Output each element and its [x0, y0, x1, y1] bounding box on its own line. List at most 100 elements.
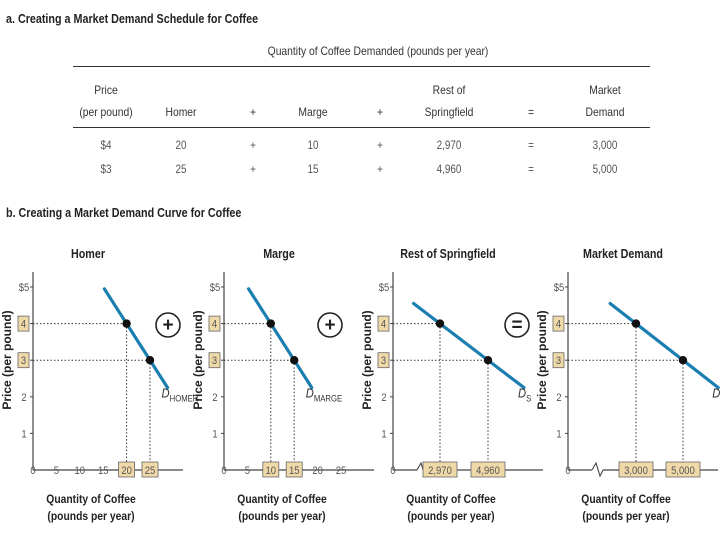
x-axis-label: Quantity of Coffee [46, 493, 135, 506]
row-price: $3 [100, 164, 112, 176]
x-tick-label: 2,970 [428, 465, 452, 477]
x-tick-highlight [618, 461, 654, 478]
header-rest-of: Rest of [432, 83, 466, 97]
curve-label: DMARGE [306, 386, 343, 404]
chart-panel: Market Demand Price (per pound) $5 4 3 2 1 0 3,0… [535, 247, 720, 523]
x-axis-label-units: (pounds per year) [47, 510, 134, 523]
row-marge: 10 [307, 140, 319, 152]
y-tick-highlight [377, 352, 390, 369]
header-per-pound: (per pound) [79, 105, 133, 119]
chart-title: Homer [71, 247, 105, 261]
operator-symbol: + [324, 315, 335, 336]
y-tick-label: 3 [212, 356, 218, 368]
demand-point [435, 319, 445, 328]
demand-point [290, 356, 299, 365]
curve-label-d: D [712, 386, 720, 401]
header-plus-1: + [249, 105, 257, 119]
operator-circle [504, 312, 530, 338]
chart-title: Market Demand [583, 247, 663, 261]
x-tick-label: 10 [75, 465, 86, 477]
header-market: Market [589, 83, 621, 97]
chart-title: Rest of Springfield [400, 247, 495, 261]
curve-label-d: D [162, 386, 170, 401]
y-axis-label: Price (per pound) [535, 310, 549, 409]
row-rest: 2,970 [436, 140, 462, 152]
operator-circle [155, 312, 181, 338]
row-market: 5,000 [592, 164, 618, 176]
x-tick-label: 15 [98, 465, 109, 477]
y-axis-label: Price (per pound) [360, 310, 374, 409]
table-caption: Quantity of Coffee Demanded (pounds per … [267, 44, 489, 58]
table-top-rule [73, 66, 650, 67]
header-springfield: Springfield [424, 105, 474, 119]
chart-title: Marge [263, 247, 295, 261]
table-header-rule [73, 127, 650, 128]
y-tick-label: 2 [21, 392, 27, 404]
y-tick-label: 1 [381, 429, 387, 441]
y-tick-highlight [552, 352, 565, 369]
y-tick-label: 2 [556, 392, 562, 404]
y-tick-label: $5 [19, 282, 30, 294]
y-tick-label: 3 [556, 356, 562, 368]
header-price: Price [94, 83, 118, 97]
y-tick-highlight [552, 315, 565, 332]
x-tick-label: 0 [565, 465, 571, 477]
demand-curve [412, 301, 526, 390]
y-tick-label: $5 [210, 282, 221, 294]
y-tick-label: 3 [21, 356, 27, 368]
x-tick-label: 10 [266, 465, 277, 477]
plus-operator: + [155, 312, 181, 338]
row-plus-1: + [250, 164, 256, 176]
curve-label: DM [712, 386, 720, 404]
y-tick-highlight [377, 315, 390, 332]
y-axis-label: Price (per pound) [191, 310, 205, 409]
curve-label-subscript: HOMER [170, 393, 199, 404]
x-axis-label: Quantity of Coffee [581, 493, 670, 506]
operator-symbol: = [511, 315, 522, 336]
x-axis-label-units: (pounds per year) [407, 510, 494, 523]
row-equals: = [528, 140, 534, 152]
plus-operator: + [317, 312, 343, 338]
operator-symbol: + [162, 315, 173, 336]
x-tick-label: 3,000 [624, 465, 648, 477]
y-tick-label: 1 [21, 429, 27, 441]
demand-curve [102, 287, 170, 390]
row-price: $4 [100, 140, 112, 152]
curve-label: DHOMER [162, 386, 199, 404]
row-plus-2: + [377, 164, 383, 176]
x-axis-label: Quantity of Coffee [406, 493, 495, 506]
y-axis-label: Price (per pound) [0, 310, 14, 409]
row-plus-1: + [250, 140, 256, 152]
demand-curve [608, 301, 720, 390]
x-tick-label: 0 [221, 465, 227, 477]
equals-operator: = [504, 312, 530, 338]
curve-label: DS [518, 386, 532, 404]
x-tick-label: 0 [390, 465, 396, 477]
x-axis-label-units: (pounds per year) [238, 510, 325, 523]
x-axis-label-units: (pounds per year) [582, 510, 669, 523]
header-demand: Demand [585, 105, 625, 119]
y-tick-label: 4 [556, 319, 562, 331]
y-tick-label: 1 [212, 429, 218, 441]
x-tick-label: 20 [312, 465, 323, 477]
demand-point [145, 356, 155, 365]
demand-point [122, 319, 131, 328]
axis-break-mark [591, 461, 604, 478]
curve-label-subscript: S [526, 393, 532, 404]
section-b-title: b. Creating a Market Demand Curve for Co… [6, 206, 242, 220]
y-tick-label: $5 [379, 282, 390, 294]
row-rest: 4,960 [436, 164, 462, 176]
demand-point [483, 356, 493, 365]
chart-panel: Rest of Springfield Price (per pound) $5 4 3… [360, 247, 543, 523]
x-tick-label: 15 [289, 465, 300, 477]
row-homer: 20 [175, 140, 187, 152]
header-plus-2: + [376, 105, 384, 119]
y-tick-label: 2 [381, 392, 387, 404]
x-tick-label: 0 [30, 465, 36, 477]
x-tick-label: 5 [245, 465, 251, 477]
demand-point [631, 319, 641, 328]
x-tick-highlight [118, 461, 135, 478]
